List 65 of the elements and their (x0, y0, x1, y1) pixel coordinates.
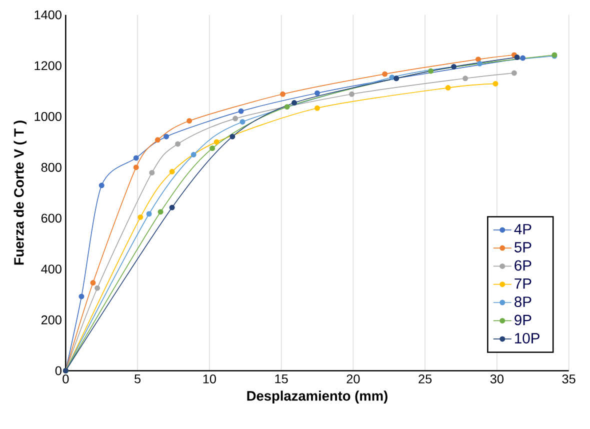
point (190, 152, 196, 158)
legend-label: 6P (514, 260, 532, 271)
x-tick-label: 10 (203, 374, 216, 384)
x-axis-title: Desplazamiento (mm) (247, 390, 388, 404)
point (214, 139, 220, 145)
x-tick-label: 0 (62, 374, 69, 384)
point (175, 141, 181, 147)
point (238, 108, 244, 114)
point (314, 105, 320, 111)
point (78, 294, 84, 300)
y-tick-label: 800 (41, 162, 62, 172)
point (514, 54, 520, 60)
point (210, 146, 216, 152)
point (462, 76, 468, 82)
point (476, 56, 481, 62)
point (284, 104, 290, 110)
y-axis-title: Fuerza de Corte V ( T ) (14, 120, 27, 265)
point (164, 134, 170, 140)
point (90, 280, 96, 286)
point (98, 182, 104, 188)
point (169, 168, 175, 174)
point (476, 60, 482, 66)
legend-label: 10P (515, 333, 540, 344)
x-tick-label: 15 (275, 374, 288, 384)
point (292, 100, 297, 106)
x-tick-label: 20 (346, 374, 360, 384)
y-tick-label: 400 (41, 264, 62, 274)
point (94, 285, 100, 291)
point (314, 90, 320, 96)
y-tick-label: 200 (41, 315, 62, 324)
y-tick-label: 1400 (34, 10, 62, 20)
point (146, 211, 152, 217)
legend-label: 5P (514, 242, 532, 252)
point (520, 55, 526, 61)
point (133, 155, 139, 161)
x-tick-label: 30 (490, 374, 504, 384)
point (133, 164, 139, 170)
point (158, 209, 164, 215)
point (240, 119, 246, 125)
y-tick-label: 1000 (34, 112, 62, 121)
legend-label: 9P (514, 314, 532, 326)
point (230, 134, 236, 140)
point (451, 64, 457, 70)
x-tick-label: 25 (418, 374, 432, 384)
y-tick-label: 1200 (34, 61, 62, 70)
point (349, 91, 354, 97)
point (169, 204, 175, 210)
legend-label: 8P (514, 296, 532, 308)
point (232, 116, 238, 122)
point (154, 137, 160, 143)
y-tick-label: 0 (55, 366, 62, 376)
point (382, 71, 388, 77)
point (445, 85, 451, 91)
point (138, 214, 144, 220)
point (428, 68, 434, 74)
x-tick-label: 35 (562, 374, 576, 384)
point (511, 70, 517, 76)
x-tick-label: 5 (134, 374, 141, 384)
point (149, 170, 155, 176)
legend-label: 7P (514, 278, 532, 289)
point (280, 91, 286, 97)
point (186, 118, 192, 124)
legend-label: 4P (514, 224, 532, 234)
y-tick-label: 600 (41, 214, 62, 223)
point (492, 80, 498, 86)
